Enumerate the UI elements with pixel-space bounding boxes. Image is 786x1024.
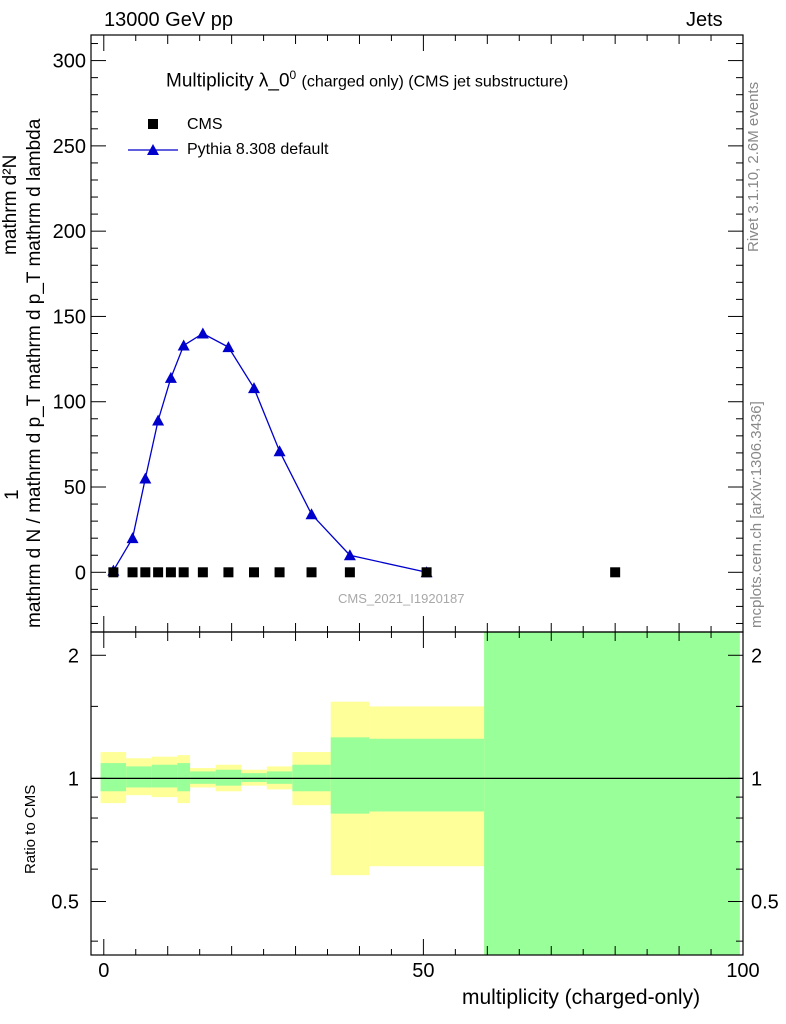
pythia-point	[222, 341, 235, 353]
ratio-green-band-9	[330, 737, 370, 814]
y-axis-label-one: 1	[2, 489, 23, 500]
x-tick-label: 0	[98, 960, 109, 982]
ratio-green-band-6	[241, 773, 267, 782]
pythia-point	[126, 532, 139, 544]
cms-point	[306, 567, 317, 578]
y-axis-label-denominator: mathrm d N / mathrm d p_T mathrm d p_T m…	[24, 118, 45, 628]
ratio-error-bands	[91, 632, 743, 955]
pythia-series	[107, 327, 433, 578]
cms-point	[249, 567, 259, 578]
analysis-watermark: CMS_2021_I1920187	[338, 591, 465, 606]
main-ytick-label: 200	[53, 221, 86, 243]
ratio-ytick-label-left: 0.5	[51, 892, 79, 914]
ratio-green-band-3	[177, 763, 191, 792]
pythia-point	[273, 445, 286, 457]
ratio-green-band-2	[151, 764, 178, 788]
main-ytick-label: 100	[53, 392, 86, 414]
ratio-y-axis-label: Ratio to CMS	[22, 784, 39, 874]
legend-markers	[128, 119, 178, 155]
x-ticks: 0 50 100	[98, 35, 760, 982]
main-ytick-label: 250	[53, 136, 86, 158]
main-ytick-label: 300	[53, 51, 86, 73]
ratio-green-band-10	[369, 738, 485, 812]
ratio-frame-rect	[90, 631, 744, 956]
pythia-point	[139, 472, 152, 484]
ratio-ytick-label-left: 2	[68, 645, 79, 667]
cms-point	[153, 567, 164, 578]
ratio-green-band-4	[190, 771, 216, 784]
legend-label-cms: CMS	[187, 116, 223, 133]
header-category-label: Jets	[686, 9, 723, 31]
ratio-ytick-label-left: 1	[68, 768, 79, 790]
legend-marker-pythia	[147, 144, 159, 155]
ratio-ytick-label-right: 2	[751, 645, 762, 667]
cms-point	[421, 567, 432, 578]
main-y-ticks: 0 50 100 150 200 250 300	[53, 43, 743, 624]
plot-title-rest: (charged only) (CMS jet substructure)	[301, 73, 569, 91]
pythia-line	[112, 332, 427, 573]
legend-marker-cms	[148, 119, 158, 129]
ratio-green-band-7	[266, 771, 293, 784]
rivet-version-label: Rivet 3.1.10, 2.6M events	[745, 81, 762, 252]
cms-point	[178, 567, 189, 578]
ratio-y-ticks: 0.5 0.5 1 1 2 2	[51, 645, 779, 942]
cms-point	[610, 567, 621, 578]
ratio-green-band-5	[215, 769, 242, 786]
cms-point	[274, 567, 285, 578]
header-process-label: 13000 GeV pp	[104, 9, 233, 31]
y-axis-label-numerator: mathrm d²N	[0, 154, 21, 255]
main-ytick-label: 150	[53, 306, 86, 328]
pythia-point	[177, 339, 190, 351]
pythia-point	[196, 327, 209, 339]
plot-title-superscript: 0	[289, 68, 297, 82]
legend-label-pythia: Pythia 8.308 default	[187, 141, 329, 158]
pythia-point	[305, 508, 318, 520]
ratio-green-band-0	[100, 763, 127, 792]
ratio-ytick-label-right: 0.5	[751, 892, 779, 914]
pythia-point	[343, 549, 356, 561]
cms-point	[344, 567, 355, 578]
x-tick-label: 50	[412, 960, 434, 982]
x-axis-label: multiplicity (charged-only)	[462, 986, 701, 1009]
x-tick-label: 100	[726, 960, 759, 982]
main-ytick-label: 50	[64, 477, 86, 499]
ratio-ytick-label-right: 1	[751, 768, 762, 790]
pythia-point	[152, 414, 165, 426]
ratio-panel-frame	[90, 631, 744, 956]
plot-title: Multiplicity λ_00 (charged only) (CMS je…	[166, 68, 568, 92]
ratio-green-band-1	[126, 766, 152, 788]
pythia-point	[164, 371, 177, 383]
plot-title-main: Multiplicity λ_0	[166, 70, 290, 92]
mcplots-credit-label: mcplots.cern.ch [arXiv:1306.3436]	[748, 401, 765, 628]
cms-point	[223, 567, 234, 578]
cms-point	[127, 567, 138, 578]
ratio-green-band-11	[484, 632, 740, 955]
cms-series	[108, 567, 621, 578]
cms-point	[165, 567, 176, 578]
main-ytick-label: 0	[75, 562, 86, 584]
cms-point	[140, 567, 151, 578]
cms-point	[108, 567, 119, 578]
pythia-point	[248, 382, 260, 394]
cms-point	[197, 567, 208, 578]
